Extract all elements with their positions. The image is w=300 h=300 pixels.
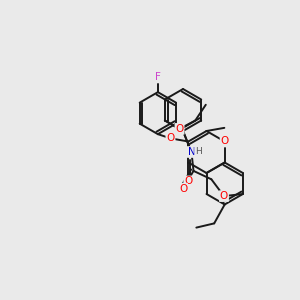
Text: O: O <box>184 176 192 186</box>
Text: N: N <box>188 147 195 157</box>
Text: F: F <box>155 72 161 82</box>
Text: O: O <box>220 136 229 146</box>
Text: O: O <box>166 133 175 143</box>
Text: H: H <box>195 146 202 155</box>
Text: O: O <box>220 191 228 201</box>
Text: O: O <box>179 184 187 194</box>
Text: O: O <box>176 124 184 134</box>
